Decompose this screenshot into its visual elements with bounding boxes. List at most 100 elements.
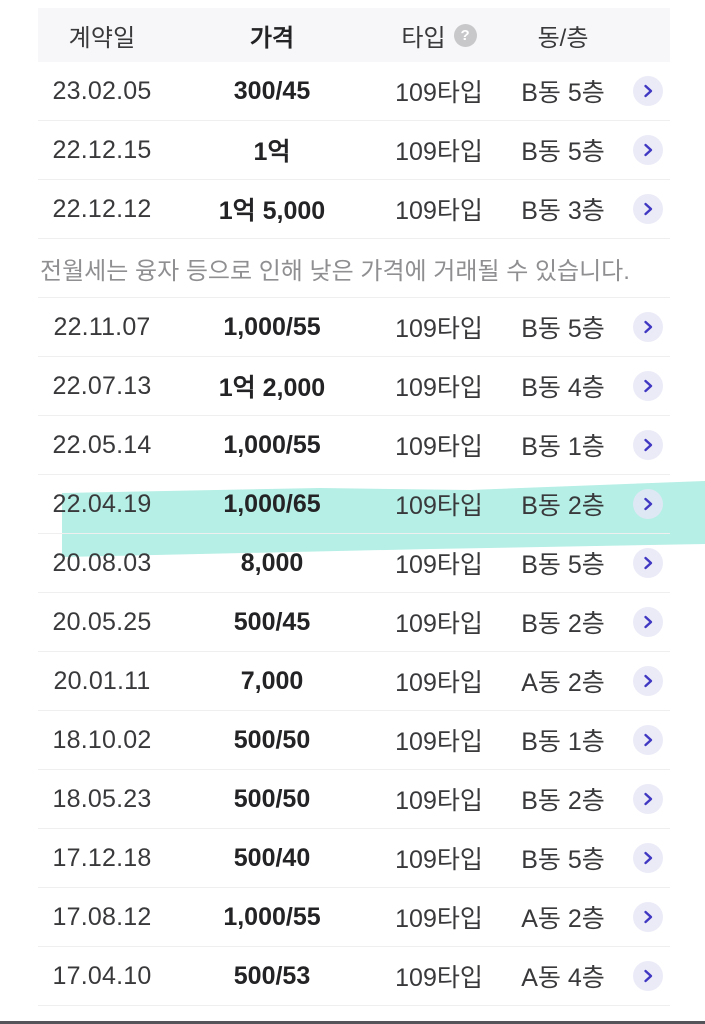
chevron-right-icon	[641, 910, 655, 924]
chevron-right-icon	[641, 143, 655, 157]
row-detail-button[interactable]	[633, 607, 663, 637]
cell-building-floor: B동 1층	[521, 433, 605, 461]
cell-contract-date: 22.07.13	[52, 371, 152, 400]
table-row[interactable]: 18.10.02 500/50 109타입 B동 1층	[38, 711, 670, 770]
row-detail-button[interactable]	[633, 961, 663, 991]
row-detail-button[interactable]	[633, 784, 663, 814]
row-detail-button[interactable]	[633, 135, 663, 165]
cell-price: 1억 2,000	[218, 374, 326, 402]
cell-contract-date: 18.10.02	[52, 725, 152, 754]
cell-building-floor: A동 2층	[521, 905, 605, 933]
transaction-table: 계약일 가격 타입 ? 동/층 23.02.05 300/45 109타입 B동…	[38, 8, 670, 1006]
table-body: 23.02.05 300/45 109타입 B동 5층 22.12.15 1억 …	[38, 62, 670, 1006]
table-row[interactable]: 22.12.15 1억 109타입 B동 5층	[38, 121, 670, 180]
chevron-right-icon	[641, 733, 655, 747]
bottom-section-divider	[0, 1021, 705, 1024]
cell-detail	[626, 607, 670, 637]
row-detail-button[interactable]	[633, 666, 663, 696]
cell-price: 500/45	[233, 607, 311, 636]
column-header-building-floor: 동/층	[537, 24, 589, 52]
cell-contract-date: 22.11.07	[53, 312, 151, 341]
row-detail-button[interactable]	[633, 312, 663, 342]
cell-type: 109타입	[395, 197, 483, 225]
cell-price: 300/45	[233, 76, 311, 105]
cell-building-floor: B동 2층	[521, 610, 605, 638]
row-detail-button[interactable]	[633, 725, 663, 755]
cell-type: 109타입	[395, 846, 483, 874]
cell-building-floor: B동 5층	[521, 315, 605, 343]
type-help-icon[interactable]: ?	[453, 23, 477, 47]
cell-contract-date: 17.08.12	[52, 902, 152, 931]
row-detail-button[interactable]	[633, 76, 663, 106]
cell-type: 109타입	[395, 315, 483, 343]
cell-price: 500/40	[233, 843, 311, 872]
cell-detail	[626, 312, 670, 342]
cell-type: 109타입	[395, 610, 483, 638]
cell-detail	[626, 135, 670, 165]
cell-building-floor: A동 4층	[521, 964, 605, 992]
cell-type: 109타입	[395, 138, 483, 166]
cell-building-floor: B동 2층	[521, 492, 605, 520]
table-row[interactable]: 22.11.07 1,000/55 109타입 B동 5층	[38, 298, 670, 357]
cell-contract-date: 20.08.03	[52, 548, 152, 577]
table-row[interactable]: 22.07.13 1억 2,000 109타입 B동 4층	[38, 357, 670, 416]
cell-price: 1억	[253, 138, 291, 166]
row-detail-button[interactable]	[633, 902, 663, 932]
cell-contract-date: 17.12.18	[52, 843, 152, 872]
cell-price: 500/53	[233, 961, 311, 990]
table-row[interactable]: 17.12.18 500/40 109타입 B동 5층	[38, 829, 670, 888]
row-detail-button[interactable]	[633, 843, 663, 873]
chevron-right-icon	[641, 202, 655, 216]
cell-building-floor: A동 2층	[521, 669, 605, 697]
table-row[interactable]: 17.08.12 1,000/55 109타입 A동 2층	[38, 888, 670, 947]
cell-detail	[626, 725, 670, 755]
row-detail-button[interactable]	[633, 548, 663, 578]
chevron-right-icon	[641, 84, 655, 98]
cell-price: 8,000	[240, 548, 304, 577]
row-detail-button[interactable]	[633, 489, 663, 519]
cell-price: 500/50	[233, 725, 311, 754]
cell-detail	[626, 489, 670, 519]
cell-building-floor: B동 5층	[521, 138, 605, 166]
table-row[interactable]: 18.05.23 500/50 109타입 B동 2층	[38, 770, 670, 829]
row-detail-button[interactable]	[633, 371, 663, 401]
cell-detail	[626, 961, 670, 991]
cell-type: 109타입	[395, 905, 483, 933]
table-row[interactable]: 20.05.25 500/45 109타입 B동 2층	[38, 593, 670, 652]
notice-row: 전월세는 융자 등으로 인해 낮은 가격에 거래될 수 있습니다.	[38, 239, 670, 298]
cell-detail	[626, 784, 670, 814]
chevron-right-icon	[641, 556, 655, 570]
cell-type: 109타입	[395, 492, 483, 520]
cell-contract-date: 22.12.12	[52, 194, 152, 223]
chevron-right-icon	[641, 792, 655, 806]
column-header-price: 가격	[249, 24, 295, 52]
column-header-type: 타입 ?	[378, 18, 500, 53]
cell-detail	[626, 666, 670, 696]
cell-price: 7,000	[240, 666, 304, 695]
cell-contract-date: 22.12.15	[52, 135, 152, 164]
table-row[interactable]: 22.05.14 1,000/55 109타입 B동 1층	[38, 416, 670, 475]
cell-type: 109타입	[395, 669, 483, 697]
cell-price: 1,000/55	[223, 312, 321, 341]
cell-type: 109타입	[395, 728, 483, 756]
cell-contract-date: 17.04.10	[52, 961, 152, 990]
row-detail-button[interactable]	[633, 194, 663, 224]
row-detail-button[interactable]	[633, 430, 663, 460]
cell-detail	[626, 371, 670, 401]
cell-detail	[626, 548, 670, 578]
table-row[interactable]: 22.04.19 1,000/65 109타입 B동 2층	[38, 475, 670, 534]
table-row[interactable]: 22.12.12 1억 5,000 109타입 B동 3층	[38, 180, 670, 239]
cell-price: 500/50	[233, 784, 311, 813]
cell-building-floor: B동 5층	[521, 846, 605, 874]
cell-price: 1,000/65	[223, 489, 321, 518]
cell-contract-date: 18.05.23	[52, 784, 152, 813]
table-row[interactable]: 20.08.03 8,000 109타입 B동 5층	[38, 534, 670, 593]
table-row[interactable]: 20.01.11 7,000 109타입 A동 2층	[38, 652, 670, 711]
table-row[interactable]: 23.02.05 300/45 109타입 B동 5층	[38, 62, 670, 121]
cell-price: 1,000/55	[223, 430, 321, 459]
cell-contract-date: 20.01.11	[53, 666, 151, 695]
table-row[interactable]: 17.04.10 500/53 109타입 A동 4층	[38, 947, 670, 1006]
cell-type: 109타입	[395, 964, 483, 992]
